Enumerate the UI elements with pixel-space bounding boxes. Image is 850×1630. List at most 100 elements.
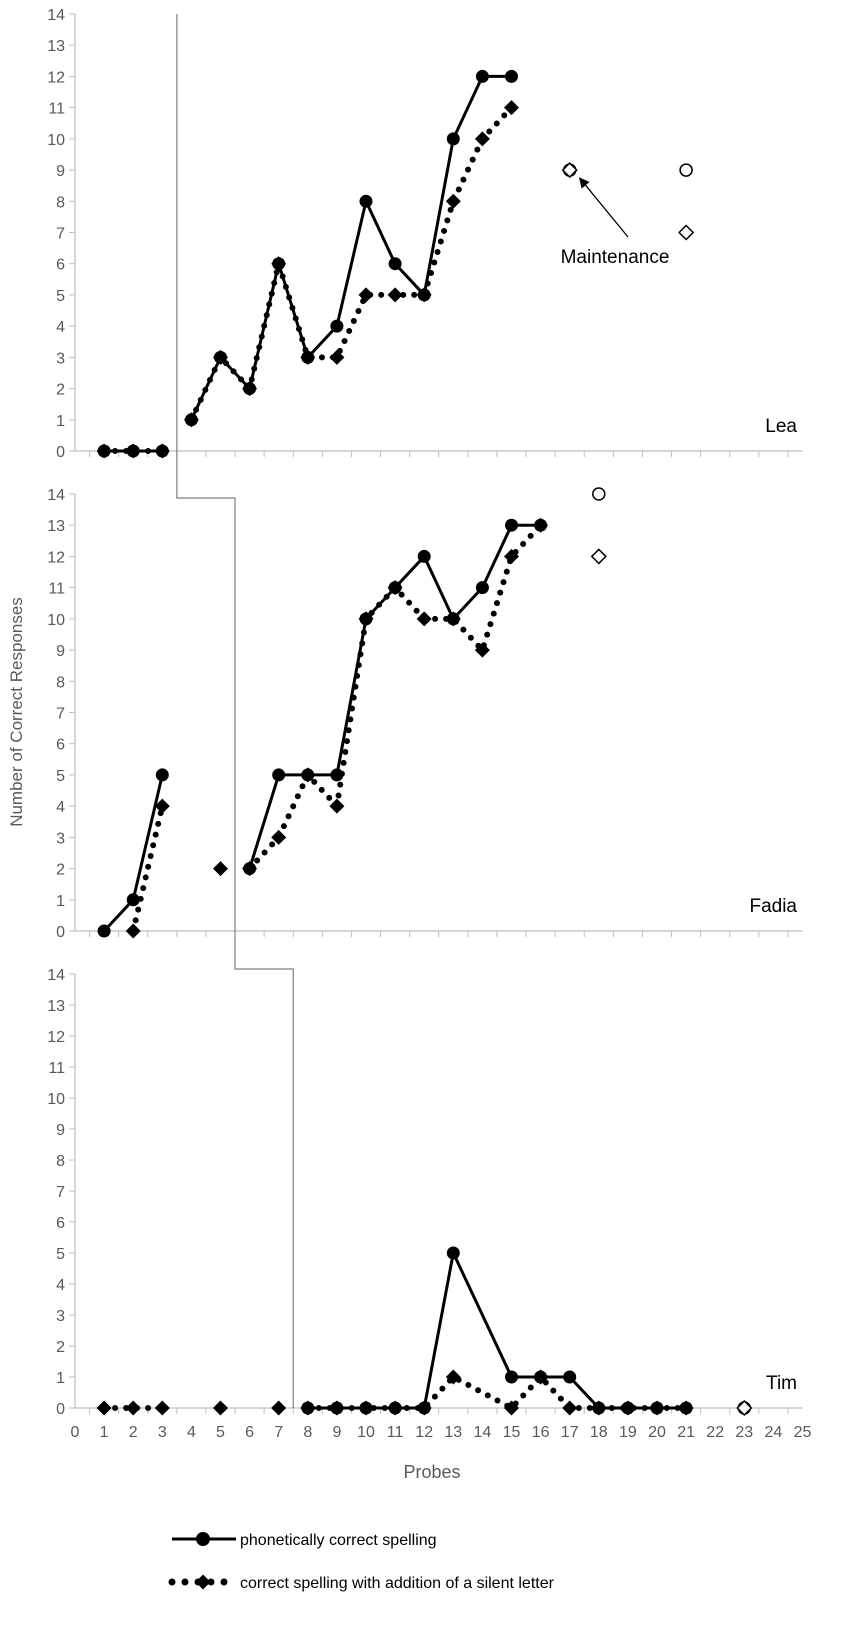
y-tick-label: 7 <box>56 226 65 243</box>
data-point-silent-letter <box>387 287 403 303</box>
x-tick-label: 8 <box>303 1424 312 1441</box>
data-point-silent-letter <box>329 798 345 814</box>
y-tick-label: 8 <box>56 674 65 691</box>
data-point-phonetic <box>388 257 402 271</box>
x-tick-label: 5 <box>216 1424 225 1441</box>
data-point-silent-letter <box>358 1400 374 1416</box>
y-tick-label: 10 <box>47 1091 65 1108</box>
data-point-silent-letter <box>329 1400 345 1416</box>
y-tick-label: 2 <box>56 382 65 399</box>
x-tick-label: 3 <box>158 1424 167 1441</box>
data-point-silent-letter <box>242 381 258 397</box>
x-tick-label: 12 <box>415 1424 433 1441</box>
y-tick-label: 9 <box>56 163 65 180</box>
data-point-silent-letter <box>213 1400 228 1416</box>
panels-group: 01234567891011121314Lea01234567891011121… <box>47 7 811 1441</box>
data-point-silent-letter <box>125 923 141 939</box>
legend-marker-circle <box>196 1532 210 1546</box>
data-point-silent-letter <box>445 1369 461 1385</box>
data-point-silent-letter <box>154 1400 170 1416</box>
y-tick-label: 7 <box>56 706 65 723</box>
maintenance-point-phonetic <box>592 487 606 501</box>
data-point-phonetic <box>446 132 460 146</box>
y-tick-label: 2 <box>56 862 65 879</box>
y-tick-label: 6 <box>56 257 65 274</box>
data-point-silent-letter <box>533 517 549 533</box>
maintenance-point-silent-letter <box>736 1399 753 1417</box>
data-point-phonetic <box>505 69 518 83</box>
data-point-phonetic <box>417 549 431 563</box>
data-point-silent-letter <box>620 1400 636 1416</box>
legend-marker-diamond <box>195 1574 211 1590</box>
data-point-silent-letter <box>416 287 432 303</box>
y-tick-label: 4 <box>56 319 65 336</box>
series-line-phonetic <box>248 523 541 870</box>
data-point-silent-letter <box>533 1369 549 1385</box>
data-point-silent-letter <box>474 131 490 147</box>
data-point-phonetic <box>505 518 518 532</box>
series-line-silent-letter <box>188 104 515 423</box>
maintenance-point-silent-letter <box>678 224 695 241</box>
data-point-silent-letter <box>416 611 432 627</box>
y-tick-label: 1 <box>56 413 65 430</box>
series-line-phonetic <box>103 774 164 933</box>
x-tick-label: 20 <box>648 1424 666 1441</box>
y-tick-label: 3 <box>56 350 65 367</box>
x-tick-label: 13 <box>444 1424 462 1441</box>
maintenance-point-phonetic <box>679 163 693 177</box>
data-point-phonetic <box>126 893 140 907</box>
data-point-silent-letter <box>300 349 316 365</box>
y-tick-label: 8 <box>56 194 65 211</box>
y-tick-label: 13 <box>47 998 65 1015</box>
panel-label-fadia: Fadia <box>749 896 797 917</box>
x-tick-label: 4 <box>187 1424 196 1441</box>
data-point-phonetic <box>359 194 373 208</box>
x-tick-label: 18 <box>590 1424 608 1441</box>
y-tick-label: 5 <box>56 1246 65 1263</box>
legend: phonetically correct spelling correct sp… <box>168 1532 555 1592</box>
data-point-phonetic <box>475 581 489 595</box>
legend-item-phonetic: phonetically correct spelling <box>172 1532 437 1549</box>
y-tick-label: 0 <box>56 924 65 941</box>
data-point-silent-letter <box>649 1400 665 1416</box>
data-point-silent-letter <box>125 1400 141 1416</box>
y-tick-label: 10 <box>47 132 65 149</box>
data-point-silent-letter <box>242 861 258 877</box>
data-point-phonetic <box>330 319 344 333</box>
data-point-silent-letter <box>213 349 228 365</box>
series-line-phonetic <box>190 74 512 421</box>
y-tick-label: 13 <box>47 518 65 535</box>
data-point-silent-letter <box>125 443 141 459</box>
data-point-silent-letter <box>300 767 316 783</box>
data-point-silent-letter <box>300 1400 316 1416</box>
data-point-phonetic <box>563 1370 577 1384</box>
data-point-silent-letter <box>154 798 170 814</box>
series-line-silent-letter <box>130 803 166 934</box>
y-tick-label: 5 <box>56 768 65 785</box>
x-tick-label: 9 <box>332 1424 341 1441</box>
data-point-silent-letter <box>504 100 519 116</box>
data-point-silent-letter <box>445 611 461 627</box>
x-tick-label: 2 <box>129 1424 138 1441</box>
panel-label-lea: Lea <box>765 416 797 437</box>
x-tick-label: 11 <box>387 1424 404 1441</box>
data-point-silent-letter <box>271 256 287 272</box>
y-tick-label: 9 <box>56 1122 65 1139</box>
y-tick-label: 2 <box>56 1339 65 1356</box>
y-tick-label: 11 <box>48 1060 65 1077</box>
data-point-phonetic <box>475 69 489 83</box>
data-point-phonetic <box>272 768 286 782</box>
x-tick-label: 7 <box>274 1424 283 1441</box>
data-point-silent-letter <box>562 1400 578 1416</box>
x-tick-label: 23 <box>735 1424 753 1441</box>
x-tick-label: 1 <box>100 1424 109 1441</box>
y-tick-label: 3 <box>56 1308 65 1325</box>
y-tick-label: 12 <box>47 69 65 86</box>
annotation-arrow <box>579 177 629 238</box>
y-tick-label: 6 <box>56 1215 65 1232</box>
y-tick-label: 6 <box>56 737 65 754</box>
data-point-silent-letter <box>591 1400 607 1416</box>
